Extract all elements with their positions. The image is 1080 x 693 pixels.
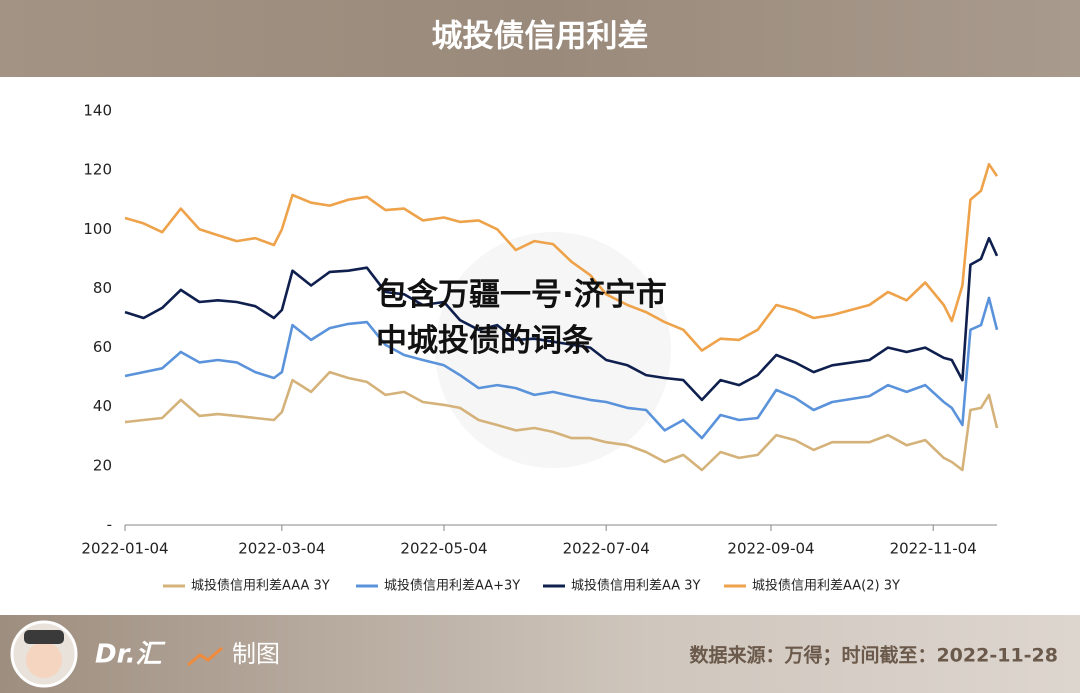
avatar-face — [26, 642, 62, 678]
series-line — [124, 296, 999, 440]
brand: Dr.汇 — [95, 640, 166, 670]
footer-band — [0, 615, 1080, 693]
series-line — [124, 236, 999, 402]
header-band — [0, 0, 1080, 77]
y-tick-label: 80 — [93, 279, 112, 297]
y-tick-label: 140 — [83, 102, 112, 120]
x-tick-label: 2022-05-04 — [400, 540, 487, 558]
chart-title: 城投债信用利差 — [432, 19, 649, 55]
x-tick-label: 2022-03-04 — [238, 540, 325, 558]
legend-label: 城投债信用利差AA+3Y — [384, 578, 520, 594]
x-tick-label: 2022-09-04 — [727, 540, 814, 558]
legend-label: 城投债信用利差AAA 3Y — [191, 578, 330, 594]
watermark — [435, 232, 671, 468]
footer-label: 制图 — [232, 640, 280, 668]
source: 数据来源：万得；时间截至：2022-11-28 — [689, 644, 1058, 667]
y-tick-label: - — [107, 516, 112, 534]
y-tick-label: 100 — [83, 220, 112, 238]
y-tick-label: 60 — [93, 338, 112, 356]
overlay-text: 包含万疆一号·济宁市 中城投债的词条 — [376, 272, 667, 364]
x-tick-label: 2022-11-04 — [890, 540, 977, 558]
legend-label: 城投债信用利差AA(2) 3Y — [752, 578, 900, 594]
series-line — [124, 162, 999, 352]
legend-label: 城投债信用利差AA 3Y — [571, 578, 701, 594]
avatar-hat — [24, 630, 64, 644]
brand-icon — [187, 646, 223, 667]
y-tick-label: 20 — [93, 456, 112, 474]
overlay-line: 中城投债的词条 — [376, 323, 593, 359]
x-tick-label: 2022-07-04 — [563, 540, 650, 558]
y-tick-label: 40 — [93, 397, 112, 415]
x-tick-label: 2022-01-04 — [81, 540, 168, 558]
y-tick-label: 120 — [83, 161, 112, 179]
series-line — [124, 370, 999, 472]
overlay-line: 包含万疆一号·济宁市 — [376, 277, 667, 313]
